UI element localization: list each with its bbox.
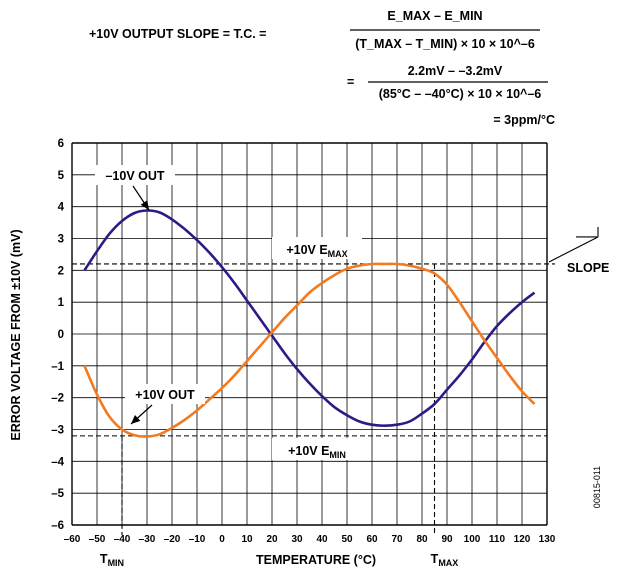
label-plus10v-out: +10V OUT xyxy=(135,388,195,402)
x-tick-label: 40 xyxy=(316,534,328,545)
label-slope: SLOPE xyxy=(567,261,609,275)
reference-lines xyxy=(72,226,599,535)
x-tick-label: –20 xyxy=(164,534,181,545)
x-tick-label: 110 xyxy=(489,534,506,545)
x-tick-label: 20 xyxy=(266,534,278,545)
plot-area: –60 –50 –40 –30 –20 –10 0 10 20 30 40 50 60 70 80 90 100… xyxy=(51,138,609,568)
x-axis-label: TEMPERATURE (°C) xyxy=(256,553,376,567)
y-tick-label: 3 xyxy=(58,234,64,246)
arrow-plus10v-head xyxy=(131,414,141,424)
x-tick-label: 90 xyxy=(441,534,453,545)
y-tick-label: –5 xyxy=(51,488,64,500)
x-tick-labels: –60 –50 –40 –30 –20 –10 0 10 20 30 40 50 60 70 80 90 100… xyxy=(64,534,556,545)
label-emin-bg xyxy=(272,438,362,460)
y-tick-labels: –6 –5 –4 –3 –2 –1 0 1 2 3 4 5 6 xyxy=(51,138,64,532)
x-tick-label: 30 xyxy=(291,534,303,545)
y-tick-label: –4 xyxy=(51,456,64,468)
formula-eq: = xyxy=(347,75,354,89)
formula-result: = 3ppm/°C xyxy=(493,113,555,127)
y-tick-label: 5 xyxy=(58,170,65,182)
formula-num-2: 2.2mV – –3.2mV xyxy=(408,64,503,78)
y-tick-label: 6 xyxy=(58,138,64,150)
series-line-minus10v xyxy=(83,209,536,427)
x-tick-label: –50 xyxy=(89,534,106,545)
label-tmax: TMAX xyxy=(431,552,459,568)
y-tick-label: –6 xyxy=(51,520,64,532)
x-tick-label: 0 xyxy=(219,534,225,545)
arrow-minus10v-head xyxy=(140,200,149,210)
y-tick-label: 4 xyxy=(58,202,65,214)
x-tick-label: 50 xyxy=(341,534,353,545)
y-tick-label: –1 xyxy=(51,361,64,373)
x-tick-label: 100 xyxy=(464,534,481,545)
formula-den-1: (T_MAX – T_MIN) × 10 × 10^–6 xyxy=(355,37,535,51)
x-tick-label: 120 xyxy=(514,534,531,545)
series-group xyxy=(83,209,536,438)
label-minus10v-out: –10V OUT xyxy=(105,169,164,183)
x-tick-label: –10 xyxy=(189,534,206,545)
label-emax-bg xyxy=(272,237,362,259)
x-tick-label: –30 xyxy=(139,534,156,545)
x-tick-label: 130 xyxy=(539,534,556,545)
y-tick-label: 0 xyxy=(58,329,64,341)
y-tick-label: –2 xyxy=(51,393,64,405)
formula-den-2: (85°C – –40°C) × 10 × 10^–6 xyxy=(379,87,542,101)
series-line-plus10v xyxy=(83,262,536,438)
x-tick-label: 10 xyxy=(241,534,253,545)
x-tick-label: 60 xyxy=(366,534,378,545)
label-plus10v-out-bg xyxy=(125,384,205,404)
label-minus10v-out-bg xyxy=(95,165,175,185)
slope-line xyxy=(548,236,599,263)
x-tick-label: 80 xyxy=(416,534,428,545)
x-tick-label: 70 xyxy=(391,534,403,545)
y-tick-label: 1 xyxy=(58,297,65,309)
y-axis-label: ERROR VOLTAGE FROM ±10V (mV) xyxy=(9,229,23,440)
x-tick-label: –60 xyxy=(64,534,81,545)
formula-num-1: E_MAX – E_MIN xyxy=(387,9,482,23)
figure-id: 00815-011 xyxy=(592,466,602,508)
y-tick-label: –3 xyxy=(51,425,64,437)
y-tick-label: 2 xyxy=(58,265,64,277)
formula-lhs: +10V OUTPUT SLOPE = T.C. = xyxy=(89,27,266,41)
label-tmin: TMIN xyxy=(100,552,124,568)
formula: +10V OUTPUT SLOPE = T.C. = E_MAX – E_MIN… xyxy=(89,9,555,127)
x-tick-label: –40 xyxy=(114,534,131,545)
